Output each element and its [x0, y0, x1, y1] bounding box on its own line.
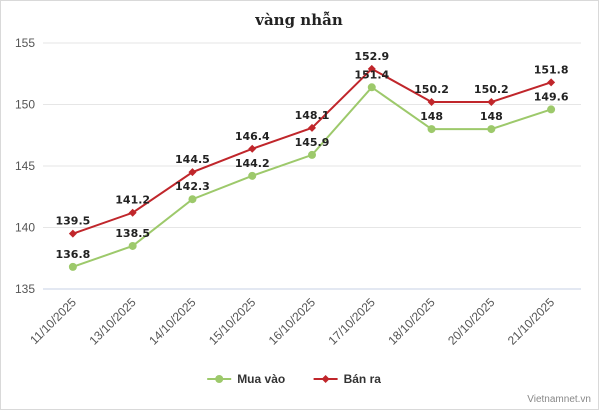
series-2-point [188, 168, 197, 177]
x-tick-label: 21/10/2025 [505, 295, 558, 348]
series-1-point [547, 105, 556, 114]
series-1-point [367, 83, 376, 92]
legend-marker [215, 375, 224, 383]
series-1-data-label: 136.8 [55, 248, 90, 261]
series-1-point [427, 125, 436, 134]
series-2-data-label: 146.4 [235, 130, 270, 143]
series-1-data-label: 148 [480, 110, 503, 123]
series-2-point [367, 64, 376, 73]
series-1-data-label: 148 [420, 110, 443, 123]
series-1-data-label: 145.9 [295, 136, 330, 149]
x-axis: 11/10/2025 13/10/2025 14/10/2025 15/10/2025… [27, 295, 557, 348]
gridlines [43, 42, 581, 290]
series-2-data-label: 144.5 [175, 153, 210, 166]
x-tick-label: 17/10/2025 [326, 295, 379, 348]
series-2-data-label: 148.1 [295, 109, 330, 122]
x-tick-label: 11/10/2025 [27, 295, 79, 347]
series-2-point [547, 78, 556, 87]
series-1-point [248, 171, 257, 180]
series-2-data-label: 141.2 [115, 194, 150, 207]
x-tick-label: 13/10/2025 [86, 295, 139, 348]
x-tick-label: 16/10/2025 [266, 295, 319, 348]
source-credit: Vietnamnet.vn [527, 394, 591, 405]
y-tick-label: 140 [15, 221, 35, 235]
series-2-point [487, 98, 496, 107]
legend-marker [321, 375, 330, 383]
series-layer [68, 64, 556, 271]
series-2-data-label: 151.8 [534, 63, 569, 76]
series-1-point [308, 150, 316, 159]
series-2-point [427, 98, 436, 107]
series-2-data-label: 150.2 [414, 83, 449, 96]
series-2-point [68, 229, 77, 238]
series-2-data-label: 139.5 [55, 215, 90, 228]
series-1-point [68, 262, 77, 271]
series-1-point [188, 195, 197, 204]
series-1-data-label: 149.6 [534, 90, 569, 103]
legend-item-2[interactable]: Bán ra [313, 372, 382, 386]
y-tick-label: 150 [15, 98, 35, 112]
legend[interactable]: Mua vào Bán ra [207, 372, 381, 386]
series-2-point [248, 144, 257, 153]
series-1-data-label: 142.3 [175, 180, 210, 193]
y-tick-label: 155 [15, 36, 35, 50]
series-1-data-label: 144.2 [235, 157, 270, 170]
data-labels: 136.8 138.5 142.3 144.2 145.9 151.4 148 148 149.… [55, 50, 568, 261]
y-tick-label: 145 [15, 159, 35, 173]
legend-label: Mua vào [237, 372, 285, 386]
legend-item-1[interactable]: Mua vào [207, 372, 285, 386]
series-1-data-label: 138.5 [115, 227, 150, 240]
series-2-data-label: 150.2 [474, 83, 509, 96]
y-axis: 135 140 145 150 155 [15, 36, 35, 296]
series-2-data-label: 152.9 [354, 50, 389, 63]
series-1-data-label: 151.4 [354, 68, 389, 81]
legend-label: Bán ra [344, 372, 382, 386]
x-tick-label: 20/10/2025 [445, 295, 498, 348]
x-tick-label: 15/10/2025 [206, 295, 259, 348]
series-2-point [308, 123, 316, 132]
chart-title: vàng nhẫn [254, 11, 343, 29]
x-tick-label: 14/10/2025 [146, 295, 199, 348]
y-tick-label: 135 [15, 282, 35, 296]
series-1-point [128, 241, 137, 250]
series-1-point [487, 125, 496, 134]
series-2-point [128, 208, 137, 217]
x-tick-label: 18/10/2025 [385, 295, 438, 348]
